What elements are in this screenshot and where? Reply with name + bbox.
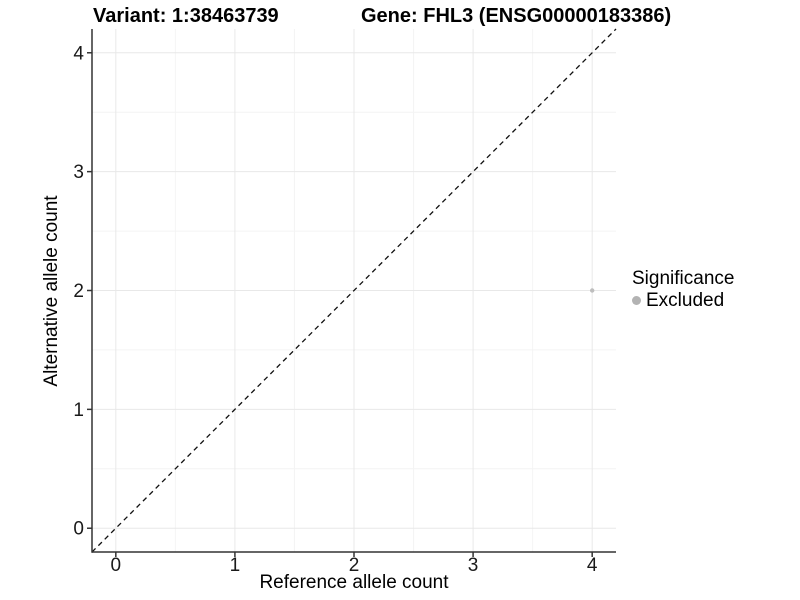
excluded-point-icon bbox=[632, 296, 641, 305]
identity-line bbox=[91, 28, 617, 553]
x-axis-title: Reference allele count bbox=[259, 572, 449, 593]
y-tick-label: 3 bbox=[73, 162, 84, 183]
variant-title: Variant: 1:38463739 bbox=[93, 5, 279, 27]
x-tick-label: 3 bbox=[468, 555, 479, 576]
gene-title: Gene: FHL3 (ENSG00000183386) bbox=[361, 5, 672, 27]
y-tick-label: 1 bbox=[73, 400, 84, 421]
legend-item-excluded: Excluded bbox=[632, 290, 734, 311]
y-tick-label: 4 bbox=[73, 43, 84, 64]
x-tick-label: 0 bbox=[111, 555, 122, 576]
x-tick-label: 4 bbox=[587, 555, 598, 576]
y-axis-title: Alternative allele count bbox=[41, 195, 62, 387]
legend-title: Significance bbox=[632, 268, 735, 289]
data-point bbox=[589, 288, 595, 293]
y-tick-label: 0 bbox=[73, 519, 84, 540]
legend-item-label: Excluded bbox=[646, 290, 725, 311]
legend: Significance Excluded bbox=[632, 268, 734, 311]
x-tick-label: 2 bbox=[349, 555, 360, 576]
x-tick-label: 1 bbox=[230, 555, 241, 576]
y-tick-label: 2 bbox=[73, 281, 84, 302]
